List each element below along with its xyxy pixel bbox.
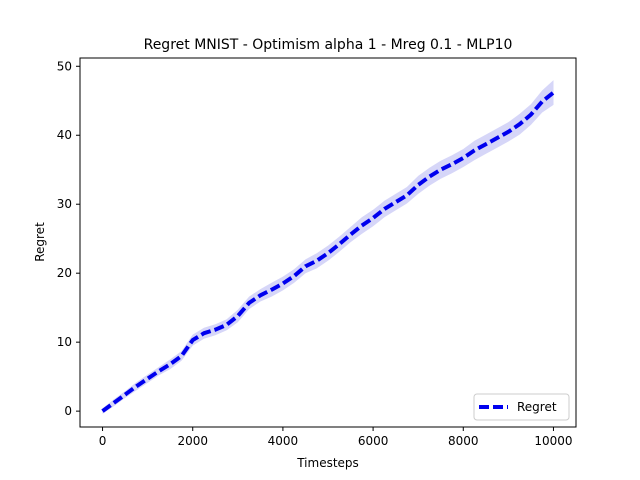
chart-title: Regret MNIST - Optimism alpha 1 - Mreg 0…: [144, 37, 513, 53]
series-line-regret: [101, 90, 555, 413]
y-tick-label: 20: [57, 266, 72, 280]
y-tick-label: 30: [57, 197, 72, 211]
x-tick-label: 0: [99, 434, 107, 448]
x-tick-label: 6000: [358, 434, 389, 448]
y-tick-label: 50: [57, 59, 72, 73]
axes-frame: [79, 57, 577, 428]
y-axis-ticks: 0 10 20 30 40 50: [57, 59, 80, 418]
x-tick-label: 8000: [448, 434, 479, 448]
y-tick-label: 40: [57, 128, 72, 142]
y-axis-label: Regret: [33, 222, 47, 262]
x-tick-label: 4000: [268, 434, 299, 448]
y-tick-label: 0: [64, 404, 72, 418]
x-tick-label: 10000: [534, 434, 572, 448]
legend-box: [473, 393, 570, 421]
y-tick-label: 10: [57, 335, 72, 349]
x-axis-label: Timesteps: [296, 456, 359, 470]
x-axis-ticks: 0 2000 4000 6000 8000 10000: [99, 427, 573, 448]
legend: Regret: [473, 393, 570, 421]
legend-label-regret: Regret: [517, 400, 557, 414]
x-tick-label: 2000: [177, 434, 208, 448]
series-line-layer: [101, 90, 555, 413]
plot-area: [79, 57, 577, 428]
